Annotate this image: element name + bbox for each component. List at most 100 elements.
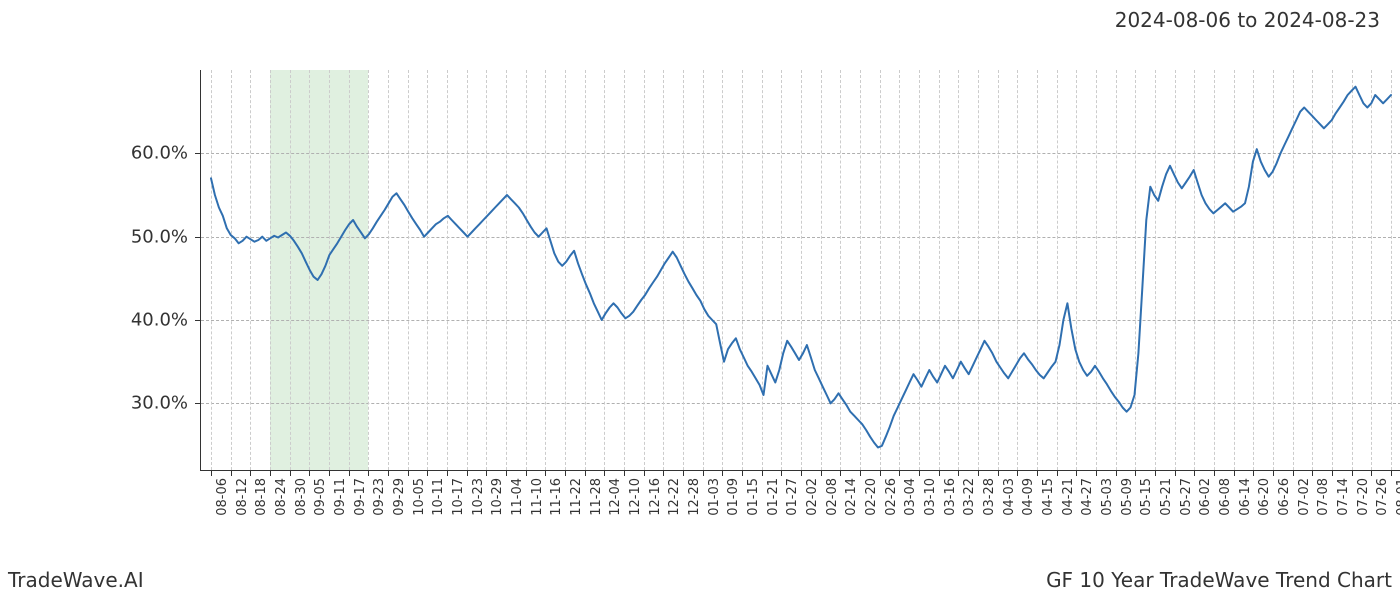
- xtick-mark: [722, 470, 723, 476]
- xtick-mark: [1371, 470, 1372, 476]
- ytick-label: 60.0%: [131, 143, 188, 164]
- xtick-mark: [1312, 470, 1313, 476]
- xtick-label: 05-15: [1139, 478, 1154, 516]
- xtick-mark: [1076, 470, 1077, 476]
- xtick-label: 06-26: [1277, 478, 1292, 516]
- date-range-label: 2024-08-06 to 2024-08-23: [1115, 8, 1380, 32]
- xtick-mark: [1352, 470, 1353, 476]
- xtick-label: 08-18: [254, 478, 269, 516]
- xtick-mark: [880, 470, 881, 476]
- xtick-mark: [526, 470, 527, 476]
- xtick-label: 07-20: [1356, 478, 1371, 516]
- xtick-label: 06-14: [1238, 478, 1253, 516]
- xtick-mark: [349, 470, 350, 476]
- xtick-mark: [270, 470, 271, 476]
- xtick-mark: [703, 470, 704, 476]
- xtick-label: 05-03: [1100, 478, 1115, 516]
- xtick-label: 01-27: [785, 478, 800, 516]
- xtick-mark: [604, 470, 605, 476]
- xtick-label: 06-08: [1218, 478, 1233, 516]
- xtick-label: 02-08: [825, 478, 840, 516]
- footer-chart-title: GF 10 Year TradeWave Trend Chart: [1046, 568, 1392, 592]
- xtick-label: 12-16: [648, 478, 663, 516]
- xtick-mark: [408, 470, 409, 476]
- xtick-label: 01-03: [707, 478, 722, 516]
- xtick-mark: [290, 470, 291, 476]
- xtick-mark: [860, 470, 861, 476]
- xtick-mark: [762, 470, 763, 476]
- xtick-label: 08-12: [235, 478, 250, 516]
- xtick-mark: [427, 470, 428, 476]
- trend-chart: 08-0608-1208-1808-2408-3009-0509-1109-17…: [200, 70, 1400, 470]
- xtick-mark: [1234, 470, 1235, 476]
- xtick-label: 12-28: [687, 478, 702, 516]
- xtick-mark: [1017, 470, 1018, 476]
- xtick-label: 02-02: [805, 478, 820, 516]
- xtick-label: 04-21: [1061, 478, 1076, 516]
- xtick-mark: [545, 470, 546, 476]
- xtick-mark: [919, 470, 920, 476]
- xtick-label: 08-01: [1395, 478, 1400, 516]
- xtick-label: 03-04: [903, 478, 918, 516]
- xtick-mark: [368, 470, 369, 476]
- ytick-label: 30.0%: [131, 393, 188, 414]
- xtick-label: 11-22: [569, 478, 584, 516]
- xtick-mark: [624, 470, 625, 476]
- xtick-label: 01-09: [726, 478, 741, 516]
- xtick-label: 05-21: [1159, 478, 1174, 516]
- xtick-label: 11-10: [530, 478, 545, 516]
- xtick-label: 11-04: [510, 478, 525, 516]
- xtick-mark: [250, 470, 251, 476]
- xtick-mark: [1194, 470, 1195, 476]
- ytick-label: 50.0%: [131, 226, 188, 247]
- xtick-mark: [1037, 470, 1038, 476]
- xtick-label: 03-16: [943, 478, 958, 516]
- xtick-mark: [1155, 470, 1156, 476]
- xtick-label: 04-09: [1021, 478, 1036, 516]
- xtick-label: 02-14: [844, 478, 859, 516]
- xtick-label: 09-17: [353, 478, 368, 516]
- xtick-label: 01-21: [766, 478, 781, 516]
- xtick-label: 07-08: [1316, 478, 1331, 516]
- xtick-mark: [309, 470, 310, 476]
- xtick-mark: [447, 470, 448, 476]
- xtick-mark: [821, 470, 822, 476]
- xtick-label: 10-05: [412, 478, 427, 516]
- xtick-mark: [958, 470, 959, 476]
- xtick-mark: [1391, 470, 1392, 476]
- xtick-label: 06-02: [1198, 478, 1213, 516]
- xtick-mark: [801, 470, 802, 476]
- xtick-label: 09-11: [333, 478, 348, 516]
- xtick-mark: [1175, 470, 1176, 476]
- xtick-mark: [1096, 470, 1097, 476]
- xtick-label: 11-16: [549, 478, 564, 516]
- xtick-mark: [742, 470, 743, 476]
- xtick-label: 05-09: [1120, 478, 1135, 516]
- line-layer: [201, 70, 1400, 470]
- xtick-mark: [1332, 470, 1333, 476]
- xtick-mark: [998, 470, 999, 476]
- xtick-label: 12-04: [608, 478, 623, 516]
- xtick-label: 01-15: [746, 478, 761, 516]
- xtick-mark: [899, 470, 900, 476]
- xtick-label: 03-10: [923, 478, 938, 516]
- xtick-label: 12-22: [667, 478, 682, 516]
- xtick-label: 07-02: [1297, 478, 1312, 516]
- xtick-mark: [683, 470, 684, 476]
- xtick-mark: [840, 470, 841, 476]
- xtick-label: 10-11: [431, 478, 446, 516]
- plot-area: 08-0608-1208-1808-2408-3009-0509-1109-17…: [200, 70, 1400, 471]
- xtick-label: 07-14: [1336, 478, 1351, 516]
- xtick-mark: [329, 470, 330, 476]
- xtick-mark: [211, 470, 212, 476]
- xtick-mark: [1135, 470, 1136, 476]
- xtick-mark: [939, 470, 940, 476]
- xtick-label: 08-30: [294, 478, 309, 516]
- xtick-label: 07-26: [1375, 478, 1390, 516]
- xtick-mark: [781, 470, 782, 476]
- xtick-mark: [467, 470, 468, 476]
- xtick-label: 09-23: [372, 478, 387, 516]
- xtick-label: 05-27: [1179, 478, 1194, 516]
- trend-line-path: [211, 87, 1391, 448]
- xtick-label: 08-06: [215, 478, 230, 516]
